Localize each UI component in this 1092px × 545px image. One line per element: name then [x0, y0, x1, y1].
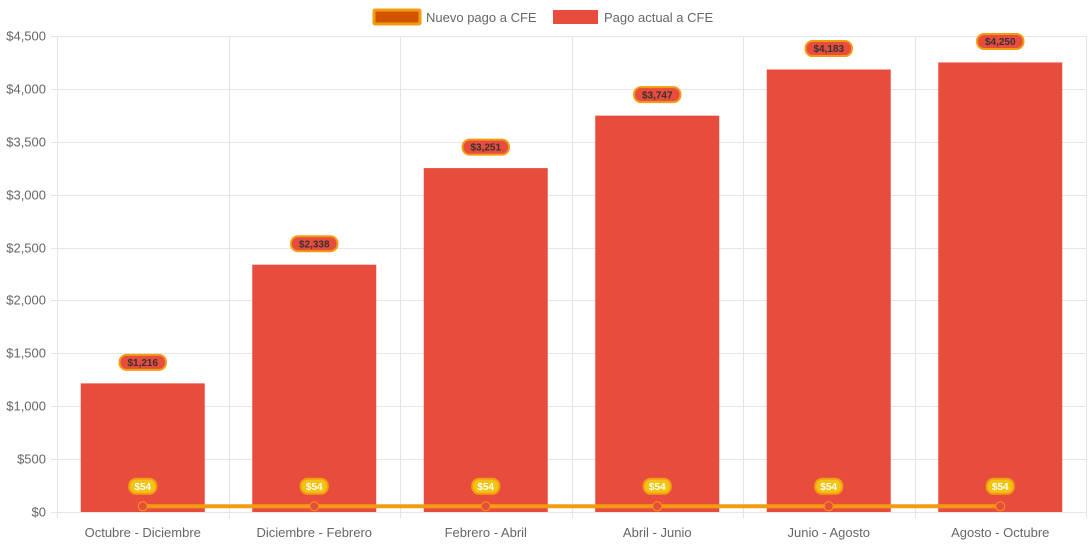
line-data-label-text: $54 [820, 482, 837, 493]
x-tick-label: Febrero - Abril [445, 525, 527, 540]
x-tick-label: Junio - Agosto [788, 525, 870, 540]
legend: Nuevo pago a CFE Pago actual a CFE [372, 8, 713, 26]
y-tick-label: $500 [17, 452, 46, 467]
line-layer [137, 501, 1006, 512]
y-tick-label: $4,000 [6, 82, 46, 97]
line-data-label-bg [128, 477, 158, 495]
line-data-label: $54 [471, 477, 501, 495]
line-point[interactable] [652, 501, 663, 512]
bar[interactable] [766, 69, 891, 512]
legend-item-nuevo-pago[interactable]: Nuevo pago a CFE [372, 8, 537, 26]
bar-data-label-bg [118, 353, 167, 371]
bar-data-label-text: $2,338 [299, 239, 330, 250]
legend-item-pago-actual[interactable]: Pago actual a CFE [553, 10, 713, 25]
x-tick-label: Diciembre - Febrero [256, 525, 372, 540]
bar-data-label-bg [290, 235, 339, 253]
bar-data-label-bg [976, 32, 1025, 50]
bar-data-label-text: $4,183 [813, 44, 844, 55]
x-tick-label: Agosto - Octubre [951, 525, 1049, 540]
bar-data-label: $4,250 [976, 32, 1025, 50]
y-tick-label: $3,500 [6, 135, 46, 150]
y-tick-label: $1,000 [6, 399, 46, 414]
bar-data-label: $4,183 [804, 40, 853, 58]
bar[interactable] [423, 168, 548, 512]
line-data-label: $54 [985, 477, 1015, 495]
line-data-label-text: $54 [134, 482, 151, 493]
line-point[interactable] [480, 501, 491, 512]
y-tick-label: $4,500 [6, 29, 46, 44]
grid-layer [51, 36, 1087, 518]
bar-data-label-bg [633, 86, 682, 104]
line-data-label: $54 [299, 477, 329, 495]
bar-data-label-bg [461, 138, 510, 156]
line-data-label: $54 [128, 477, 158, 495]
line-data-label-text: $54 [992, 482, 1009, 493]
bar-data-label-text: $1,216 [127, 358, 158, 369]
bars-layer [80, 62, 1063, 512]
legend-label-nuevo-pago: Nuevo pago a CFE [426, 10, 537, 25]
legend-swatch-line [372, 8, 422, 26]
x-tick-label: Octubre - Diciembre [85, 525, 201, 540]
bar[interactable] [252, 264, 377, 512]
bar-data-label: $3,251 [461, 138, 510, 156]
line-data-label-bg [814, 477, 844, 495]
bar-data-label-text: $3,747 [642, 90, 673, 101]
y-tick-label: $0 [32, 505, 46, 520]
x-tick-label: Abril - Junio [623, 525, 692, 540]
bar[interactable] [938, 62, 1063, 512]
line-data-label: $54 [814, 477, 844, 495]
y-tick-label: $1,500 [6, 346, 46, 361]
data-labels-layer: $1,216 $2,338 $3,251 $3,747 $4,183 $4,250 $54 $… [118, 32, 1025, 495]
line-data-label-bg [985, 477, 1015, 495]
line-data-label-bg [471, 477, 501, 495]
y-tick-label: $3,000 [6, 188, 46, 203]
line-data-label-text: $54 [649, 482, 666, 493]
legend-label-pago-actual: Pago actual a CFE [604, 10, 713, 25]
line-data-label-bg [299, 477, 329, 495]
bar-data-label: $2,338 [290, 235, 339, 253]
bar[interactable] [595, 115, 720, 512]
bar-data-label-text: $4,250 [985, 37, 1016, 48]
line-data-label-bg [642, 477, 672, 495]
bar-data-label-text: $3,251 [470, 143, 501, 154]
legend-swatch-bar [553, 10, 598, 24]
line-data-label-text: $54 [477, 482, 494, 493]
line-point[interactable] [995, 501, 1006, 512]
bar-data-label: $1,216 [118, 353, 167, 371]
line-data-label: $54 [642, 477, 672, 495]
line-data-label-text: $54 [306, 482, 323, 493]
axis-layer: $0 $500 $1,000 $1,500 $2,000 $2,500 $3,000 $3,5… [6, 29, 1049, 541]
line-point[interactable] [137, 501, 148, 512]
line-point[interactable] [309, 501, 320, 512]
y-tick-label: $2,000 [6, 293, 46, 308]
bar-data-label-bg [804, 40, 853, 58]
line-point[interactable] [823, 501, 834, 512]
y-tick-label: $2,500 [6, 241, 46, 256]
bar-data-label: $3,747 [633, 86, 682, 104]
